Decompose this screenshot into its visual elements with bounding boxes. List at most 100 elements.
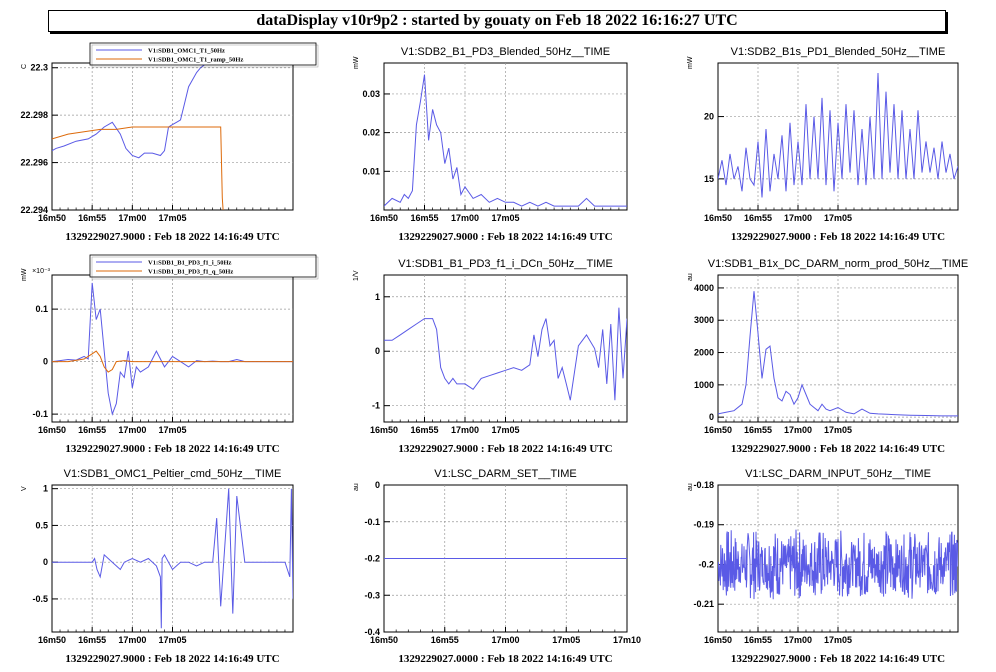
y-unit: mW [21,268,28,281]
chart-title: V1:LSC_DARM_SET__TIME [434,468,576,480]
y-tick-label: 0.5 [35,520,48,530]
x-tick-label: 16m50 [704,425,732,435]
legend-label: V1:SDB1_OMC1_T1_50Hz [148,48,225,55]
x-tick-label: 16m50 [370,635,398,645]
x-tick-label: 17m00 [491,635,519,645]
chart-title: V1:LSC_DARM_INPUT_50Hz__TIME [745,468,931,480]
x-tick-label: 16m50 [370,425,398,435]
chart-title: V1:SDB1_B1_PD3_f1_i_DCn_50Hz__TIME [398,258,613,270]
window-title: dataDisplay v10r9p2 : started by gouaty … [48,10,946,32]
x-tick-label: 17m05 [552,635,580,645]
x-tick-label: 16m55 [78,635,106,645]
y-tick-label: 22.296 [20,158,48,168]
series-line-2 [52,126,224,210]
x-tick-label: 16m50 [704,213,732,223]
chart-timestamp: 1329229027.9000 : Feb 18 2022 14:16:49 U… [731,231,945,243]
x-tick-label: 16m55 [744,425,772,435]
series-line-1 [384,74,627,207]
y-tick-label: 22.294 [20,205,48,215]
y-tick-label: 15 [704,174,714,184]
x-tick-label: 17m00 [118,425,146,435]
series-line-2 [52,350,293,373]
x-tick-label: 16m55 [78,425,106,435]
x-tick-label: 16m55 [744,635,772,645]
chart-4: mW ×10⁻³ 16m50 16m55 17m00 17m05 -0.1 0 0.1 V1:SD… [21,254,319,455]
x-tick-label: 17m00 [118,213,146,223]
chart-title: V1:SDB2_B1_PD3_Blended_50Hz__TIME [401,46,610,58]
chart-1: C 16m50 16m55 17m00 17m05 22.294 22.296 22.298 2… [20,42,319,243]
chart-timestamp: 1329229027.0000 : Feb 18 2022 14:16:49 U… [398,653,612,665]
legend: V1:SDB1_B1_PD3_f1_i_50Hz V1:SDB1_B1_PD3_f… [89,254,319,280]
x-tick-label: 17m00 [784,213,812,223]
legend: V1:SDB1_OMC1_T1_50Hz V1:SDB1_OMC1_T1_ramp… [89,42,319,68]
y-tick-label: 0.01 [362,166,380,176]
y-unit: 1/V [353,270,360,281]
legend-box [89,254,317,278]
y-tick-label: 0 [375,480,380,490]
legend-label: V1:SDB1_OMC1_T1_ramp_50Hz [148,57,243,64]
y-tick-label: 1000 [694,380,714,390]
chart-timestamp: 1329229027.9000 : Feb 18 2022 14:16:49 U… [65,653,279,665]
x-tick-label: 16m55 [431,635,459,645]
y-tick-label: 2000 [694,348,714,358]
x-tick-label: 17m05 [158,425,186,435]
y-tick-label: 0.03 [362,89,380,99]
y-tick-label: 4000 [694,283,714,293]
y-tick-label: 3000 [694,315,714,325]
legend-label: V1:SDB1_B1_PD3_f1_i_50Hz [148,260,232,267]
x-tick-label: 17m05 [158,635,186,645]
x-tick-label: 17m00 [784,635,812,645]
y-unit: C [21,64,28,69]
series-line-1 [718,529,958,600]
x-tick-label: 17m00 [451,213,479,223]
x-tick-label: 16m50 [704,635,732,645]
y-tick-label: -0.5 [32,594,48,604]
x-tick-label: 17m00 [784,425,812,435]
x-tick-label: 17m05 [158,213,186,223]
x-tick-label: 16m50 [38,635,66,645]
x-tick-label: 17m05 [824,425,852,435]
chart-title: V1:SDB1_OMC1_Peltier_cmd_50Hz__TIME [64,468,282,480]
y-unit: mW [353,56,360,69]
y-tick-label: 20 [704,112,714,122]
x-tick-label: 17m10 [613,635,641,645]
x-tick-label: 17m05 [491,425,519,435]
chart-timestamp: 1329229027.9000 : Feb 18 2022 14:16:49 U… [731,443,945,455]
x-tick-label: 16m50 [370,213,398,223]
x-tick-label: 16m55 [744,213,772,223]
y-tick-label: 1 [375,292,380,302]
x-tick-label: 17m05 [824,213,852,223]
y-tick-label: 22.298 [20,110,48,120]
y-tick-label: -0.2 [364,554,380,564]
chart-timestamp: 1329229027.9000 : Feb 18 2022 14:16:49 U… [65,231,279,243]
x-tick-label: 16m55 [78,213,106,223]
x-tick-label: 17m05 [491,213,519,223]
y-tick-label: 0 [43,557,48,567]
y-tick-label: 0.02 [362,128,380,138]
y-tick-label: -0.21 [693,599,714,609]
x-tick-label: 17m00 [451,425,479,435]
chart-2: V1:SDB2_B1_PD3_Blended_50Hz__TIME mW 16m50… [353,46,628,243]
y-unit: V [21,486,28,491]
x-tick-label: 16m55 [410,425,438,435]
legend-box [89,42,317,66]
y-tick-label: -0.4 [364,627,380,637]
chart-title: V1:SDB2_B1s_PD1_Blended_50Hz__TIME [731,46,946,58]
y-tick-label: -0.3 [364,590,380,600]
y-tick-label: 22.3 [30,63,48,73]
series-line-1 [718,291,958,417]
chart-title: V1:SDB1_B1x_DC_DARM_norm_prod_50Hz__TIME [708,258,968,270]
y-tick-label: 0 [375,346,380,356]
legend-label: V1:SDB1_B1_PD3_f1_q_50Hz [148,269,233,276]
x-tick-label: 16m50 [38,213,66,223]
y-unit: au [687,483,694,491]
y-tick-label: 0.1 [35,304,48,314]
y-tick-label: -0.1 [364,517,380,527]
x-tick-label: 17m05 [824,635,852,645]
chart-timestamp: 1329229027.9000 : Feb 18 2022 14:16:49 U… [398,231,612,243]
y-unit: mW [687,56,694,69]
chart-timestamp: 1329229027.9000 : Feb 18 2022 14:16:49 U… [731,653,945,665]
